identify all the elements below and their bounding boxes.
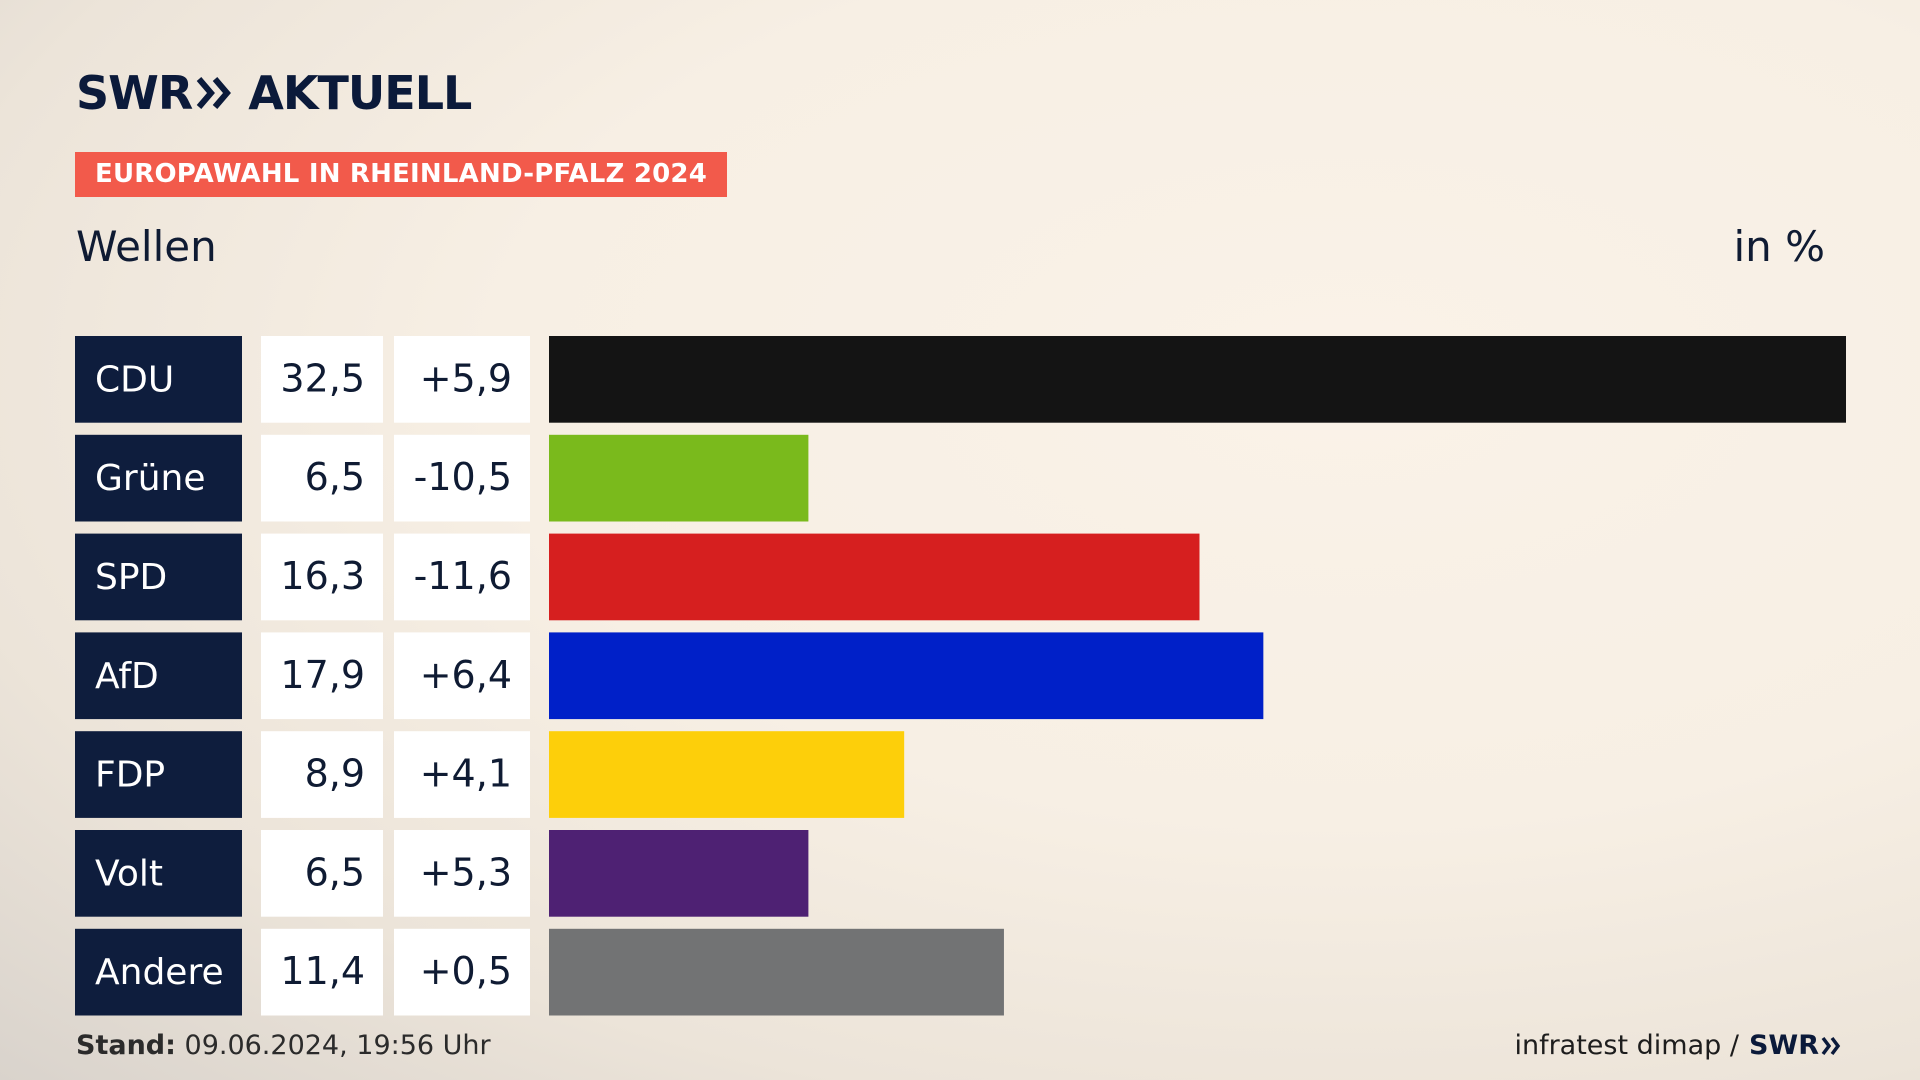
bar-fdp: [549, 731, 905, 818]
party-label: SPD: [95, 557, 167, 598]
change-cell-bg: [394, 632, 530, 720]
unit-label: in %: [1733, 222, 1825, 271]
value-label: 11,4: [280, 949, 365, 993]
value-cell-bg: [261, 632, 383, 720]
party-label: Andere: [95, 952, 224, 993]
logo-aktuell-text: AKTUELL: [248, 66, 472, 120]
party-label-bg: [75, 830, 242, 917]
change-label: -10,5: [414, 455, 512, 499]
change-cell-bg: [394, 928, 530, 1016]
party-label: CDU: [95, 359, 174, 400]
chart-subtitle: Wellen: [76, 222, 217, 271]
double-chevron-icon: [196, 76, 234, 110]
value-cell-bg: [261, 434, 383, 522]
change-cell-bg: [394, 830, 530, 917]
timestamp: Stand: 09.06.2024, 19:56 Uhr: [76, 1030, 491, 1061]
bar-cdu: [549, 336, 1846, 423]
change-cell-bg: [394, 731, 530, 818]
bar-andere: [549, 928, 1004, 1016]
party-label-bg: [75, 533, 242, 621]
value-cell-bg: [261, 533, 383, 621]
change-cell-bg: [394, 434, 530, 522]
party-label: Grüne: [95, 458, 205, 499]
value-cell-bg: [261, 830, 383, 917]
headline-badge: EUROPAWAHL IN RHEINLAND-PFALZ 2024: [75, 152, 727, 197]
party-label: Volt: [95, 853, 163, 894]
change-label: +5,3: [420, 850, 512, 894]
swr-mini-logo: SWR: [1749, 1030, 1843, 1061]
bar-grüne: [549, 434, 809, 522]
value-label: 17,9: [280, 653, 365, 697]
swr-mini-text: SWR: [1748, 1030, 1819, 1061]
bar-volt: [549, 830, 809, 917]
value-cell-bg: [261, 336, 383, 423]
bar-afd: [549, 632, 1264, 720]
value-label: 8,9: [305, 752, 365, 796]
change-label: +5,9: [420, 356, 512, 400]
stand-label: Stand:: [76, 1030, 176, 1061]
change-label: +6,4: [420, 653, 512, 697]
bar-spd: [549, 533, 1200, 621]
value-label: 6,5: [305, 850, 365, 894]
value-label: 32,5: [280, 356, 365, 400]
change-cell-bg: [394, 336, 530, 423]
party-label-bg: [75, 336, 242, 423]
party-label-bg: [75, 632, 242, 720]
value-cell-bg: [261, 928, 383, 1016]
party-label-bg: [75, 928, 242, 1016]
party-label-bg: [75, 731, 242, 818]
value-cell-bg: [261, 731, 383, 818]
value-label: 16,3: [280, 554, 365, 598]
logo-swr-text: SWR: [76, 66, 193, 120]
value-label: 6,5: [305, 455, 365, 499]
change-label: -11,6: [414, 554, 512, 598]
source-credit: infratest dimap / SWR: [1514, 1030, 1843, 1061]
change-label: +4,1: [420, 752, 512, 796]
change-label: +0,5: [420, 949, 512, 993]
party-label: AfD: [95, 656, 159, 697]
double-chevron-small-icon: [1821, 1036, 1841, 1055]
change-cell-bg: [394, 533, 530, 621]
stand-value: 09.06.2024, 19:56 Uhr: [184, 1030, 491, 1061]
party-label: FDP: [95, 755, 165, 796]
swr-aktuell-logo: SWR AKTUELL: [76, 66, 472, 120]
source-text: infratest dimap /: [1514, 1030, 1739, 1061]
party-label-bg: [75, 434, 242, 522]
